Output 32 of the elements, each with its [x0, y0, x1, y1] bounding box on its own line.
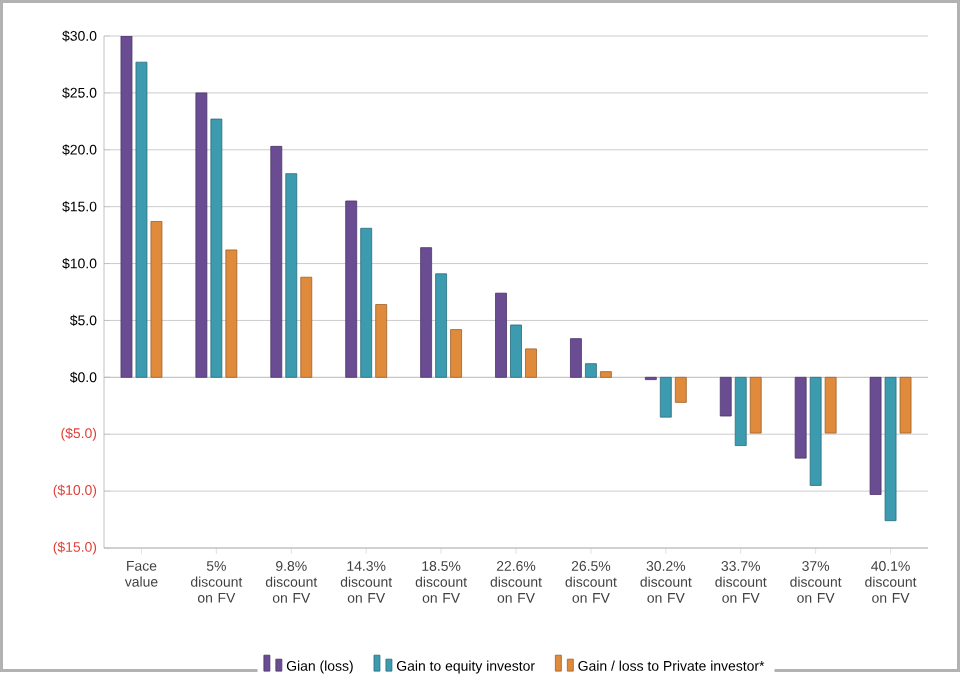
- bar: [285, 173, 298, 378]
- bar: [659, 377, 672, 418]
- bar: [135, 61, 148, 378]
- bar: [300, 276, 313, 378]
- bar: [210, 118, 223, 378]
- bar: [734, 377, 747, 447]
- bar: [884, 377, 897, 522]
- bar: [120, 36, 133, 378]
- bar: [749, 377, 762, 434]
- bar: [375, 304, 388, 378]
- bar: [270, 146, 283, 378]
- bar: [869, 377, 882, 496]
- bar: [225, 249, 238, 378]
- bar: [525, 348, 537, 378]
- bar: [719, 377, 732, 417]
- bar: [674, 377, 687, 403]
- bar: [450, 329, 462, 378]
- bar: [824, 377, 837, 434]
- bar: [420, 247, 433, 378]
- bar: [585, 363, 597, 378]
- bar: [809, 377, 822, 486]
- bar: [150, 221, 163, 378]
- bar: [345, 200, 358, 378]
- bar: [899, 377, 912, 434]
- bar: [360, 228, 373, 378]
- bar: [495, 292, 507, 378]
- bar: [435, 273, 447, 378]
- bar: [600, 371, 612, 378]
- bar: [794, 377, 807, 459]
- bar: [195, 92, 208, 378]
- bar: [510, 324, 522, 378]
- bar: [570, 338, 582, 378]
